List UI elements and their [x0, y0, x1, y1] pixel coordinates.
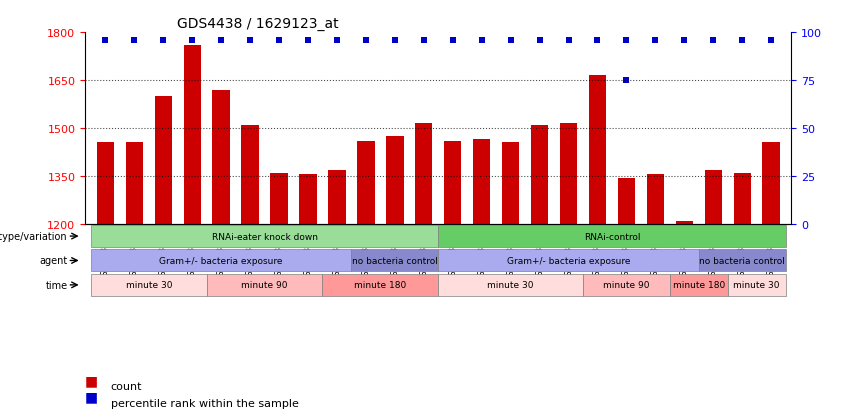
Bar	[184, 46, 201, 224]
Bar	[271, 173, 288, 224]
Text: minute 180: minute 180	[672, 281, 725, 290]
Bar	[676, 221, 693, 224]
FancyBboxPatch shape	[438, 225, 785, 247]
FancyBboxPatch shape	[323, 274, 438, 296]
Bar	[705, 170, 722, 224]
Text: genotype/variation: genotype/variation	[0, 232, 67, 242]
FancyBboxPatch shape	[438, 250, 699, 272]
Text: RNAi-eater knock down: RNAi-eater knock down	[212, 232, 317, 241]
FancyBboxPatch shape	[91, 250, 351, 272]
Text: Gram+/- bacteria exposure: Gram+/- bacteria exposure	[507, 256, 631, 265]
Text: minute 90: minute 90	[603, 281, 649, 290]
Bar	[444, 141, 461, 224]
Text: ■: ■	[85, 389, 98, 404]
Text: minute 180: minute 180	[354, 281, 407, 290]
Bar	[473, 140, 490, 224]
FancyBboxPatch shape	[728, 274, 785, 296]
FancyBboxPatch shape	[699, 250, 785, 272]
Bar	[242, 126, 259, 224]
Text: GDS4438 / 1629123_at: GDS4438 / 1629123_at	[177, 17, 339, 31]
Text: minute 30: minute 30	[488, 281, 534, 290]
Text: no bacteria control: no bacteria control	[352, 256, 437, 265]
Text: RNAi-control: RNAi-control	[584, 232, 640, 241]
Text: count: count	[111, 381, 142, 391]
Bar	[213, 90, 230, 224]
Bar	[762, 143, 780, 224]
Text: agent: agent	[39, 256, 67, 266]
Bar	[589, 76, 606, 224]
Bar	[734, 173, 751, 224]
Bar	[126, 143, 143, 224]
FancyBboxPatch shape	[207, 274, 323, 296]
FancyBboxPatch shape	[438, 274, 583, 296]
FancyBboxPatch shape	[583, 274, 670, 296]
Text: percentile rank within the sample: percentile rank within the sample	[111, 398, 299, 408]
Text: Gram+/- bacteria exposure: Gram+/- bacteria exposure	[159, 256, 283, 265]
FancyBboxPatch shape	[351, 250, 438, 272]
Bar	[155, 97, 172, 224]
Bar	[97, 143, 114, 224]
Bar	[300, 175, 317, 224]
FancyBboxPatch shape	[91, 225, 438, 247]
Bar	[328, 170, 346, 224]
Text: ■: ■	[85, 373, 98, 387]
Bar	[647, 175, 664, 224]
Bar	[415, 124, 432, 224]
Text: minute 30: minute 30	[734, 281, 780, 290]
Bar	[502, 143, 519, 224]
Bar	[531, 126, 548, 224]
Bar	[560, 124, 577, 224]
Text: no bacteria control: no bacteria control	[700, 256, 785, 265]
Text: minute 30: minute 30	[126, 281, 172, 290]
Text: minute 90: minute 90	[242, 281, 288, 290]
Bar	[386, 137, 403, 224]
FancyBboxPatch shape	[91, 274, 207, 296]
Text: time: time	[45, 280, 67, 290]
FancyBboxPatch shape	[670, 274, 728, 296]
Bar	[618, 178, 635, 224]
Bar	[357, 141, 374, 224]
